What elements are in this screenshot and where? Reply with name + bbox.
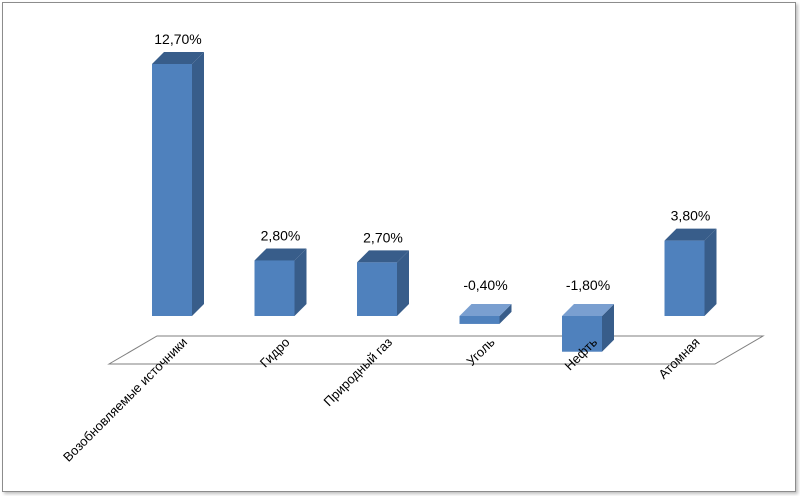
bar-front-face: [664, 240, 705, 316]
bar-top-face: [562, 304, 614, 316]
bar-top-face: [357, 250, 409, 263]
bar-side-face: [602, 304, 614, 352]
data-label: -1,80%: [566, 277, 610, 293]
bar-side-face: [192, 52, 204, 316]
bars-group: [152, 52, 717, 352]
bar: [254, 248, 307, 316]
category-label: Возобновляемые источники: [60, 335, 190, 465]
bar-top-face: [459, 304, 512, 316]
bar: [357, 250, 409, 316]
bar-top-face: [152, 52, 204, 64]
data-label: 3,80%: [671, 208, 711, 224]
data-label: -0,40%: [463, 277, 507, 293]
data-labels-group: 12,70% 2,80% 2,70% -0,40% -1,80% 3,80%: [154, 31, 710, 293]
bar-front-face: [562, 316, 602, 352]
bar-side-face: [397, 250, 409, 316]
bar: [664, 228, 717, 316]
bar-front-face: [357, 262, 397, 316]
data-label: 2,70%: [363, 229, 403, 245]
bar-side-face: [704, 228, 717, 316]
data-label: 2,80%: [261, 227, 301, 243]
bar: [459, 304, 512, 324]
bar-front-face: [152, 64, 192, 316]
bar: [152, 52, 204, 316]
chart-floor: [107, 335, 765, 365]
bar-side-face: [499, 304, 512, 324]
bar: [562, 304, 614, 352]
bar-front-face: [459, 316, 500, 324]
bar-top-face: [254, 248, 307, 261]
bar-top-face: [664, 228, 717, 241]
bar-front-face: [254, 260, 295, 316]
bar-side-face: [294, 248, 307, 316]
data-label: 12,70%: [154, 31, 201, 47]
bar-chart: 12,70% 2,80% 2,70% -0,40% -1,80% 3,80% Возобн…: [60, 31, 765, 465]
